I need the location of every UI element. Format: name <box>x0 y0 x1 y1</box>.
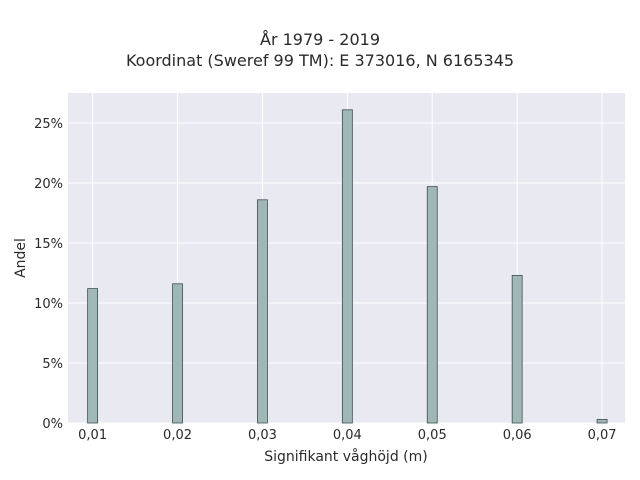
x-tick-label: 0,03 <box>248 428 277 443</box>
bar <box>257 199 268 424</box>
y-tick-label: 15% <box>34 237 63 252</box>
bar <box>426 186 438 424</box>
bar <box>341 109 353 424</box>
y-tick-label: 0% <box>42 417 63 432</box>
chart-title-line-2: Koordinat (Sweref 99 TM): E 373016, N 61… <box>126 51 514 70</box>
x-ticks: 0,01 0,02 0,03 0,04 0,05 0,06 0,07 <box>78 428 616 443</box>
bar <box>172 283 183 424</box>
y-tick-label: 25% <box>34 117 63 132</box>
x-tick-label: 0,07 <box>588 428 617 443</box>
x-tick-label: 0,05 <box>418 428 447 443</box>
y-ticks: 0% 5% 10% 15% 20% 25% <box>34 117 63 432</box>
x-tick-label: 0,04 <box>333 428 362 443</box>
bar <box>596 418 608 424</box>
bar <box>87 288 99 424</box>
y-axis-label: Andel <box>13 238 29 278</box>
x-tick-label: 0,06 <box>503 428 532 443</box>
y-tick-label: 10% <box>34 297 63 312</box>
x-tick-label: 0,01 <box>78 428 107 443</box>
bar <box>511 274 523 424</box>
chart-title-line-1: År 1979 - 2019 <box>260 30 380 49</box>
x-axis-label: Signifikant våghöjd (m) <box>264 448 427 465</box>
x-tick-label: 0,02 <box>163 428 192 443</box>
y-tick-label: 20% <box>34 177 63 192</box>
bars <box>87 109 608 424</box>
y-tick-label: 5% <box>42 357 63 372</box>
